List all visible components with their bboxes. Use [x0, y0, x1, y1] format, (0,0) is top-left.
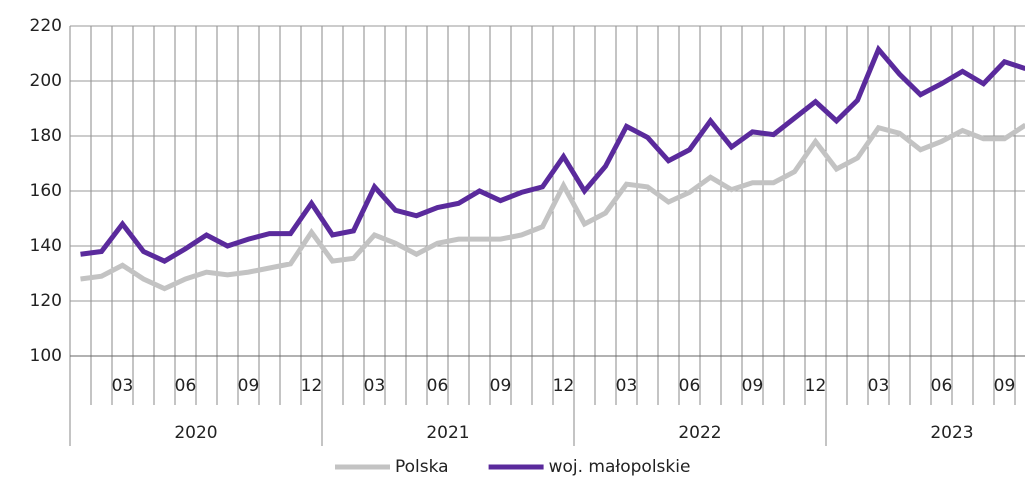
year-label: 2022: [678, 423, 721, 443]
y-tick-label: 160: [30, 181, 62, 201]
x-tick-label: 03: [112, 376, 134, 396]
x-tick-label: 09: [994, 376, 1016, 396]
series-line: [80, 122, 1025, 292]
year-label: 2020: [174, 423, 217, 443]
y-tick-label: 220: [30, 16, 62, 36]
y-tick-label: 120: [30, 291, 62, 311]
x-tick-label: 06: [427, 376, 449, 396]
series-line: [80, 44, 1025, 264]
x-tick-label: 06: [931, 376, 953, 396]
x-tick-label: 12: [301, 376, 323, 396]
y-tick-label: 140: [30, 236, 62, 256]
x-tick-label: 12: [805, 376, 827, 396]
y-tick-label: 200: [30, 71, 62, 91]
y-tick-label: 100: [30, 346, 62, 366]
x-tick-label: 03: [868, 376, 890, 396]
legend-label: Polska: [395, 457, 449, 477]
x-tick-label: 09: [490, 376, 512, 396]
x-tick-label: 12: [553, 376, 575, 396]
x-tick-label: 09: [742, 376, 764, 396]
y-tick-label: 180: [30, 126, 62, 146]
year-label: 2021: [426, 423, 469, 443]
x-tick-label: 09: [238, 376, 260, 396]
x-tick-label: 03: [616, 376, 638, 396]
legend-label: woj. małopolskie: [549, 457, 691, 477]
year-label: 2023: [930, 423, 973, 443]
x-tick-label: 03: [364, 376, 386, 396]
x-tick-label: 06: [679, 376, 701, 396]
x-tick-label: 06: [175, 376, 197, 396]
